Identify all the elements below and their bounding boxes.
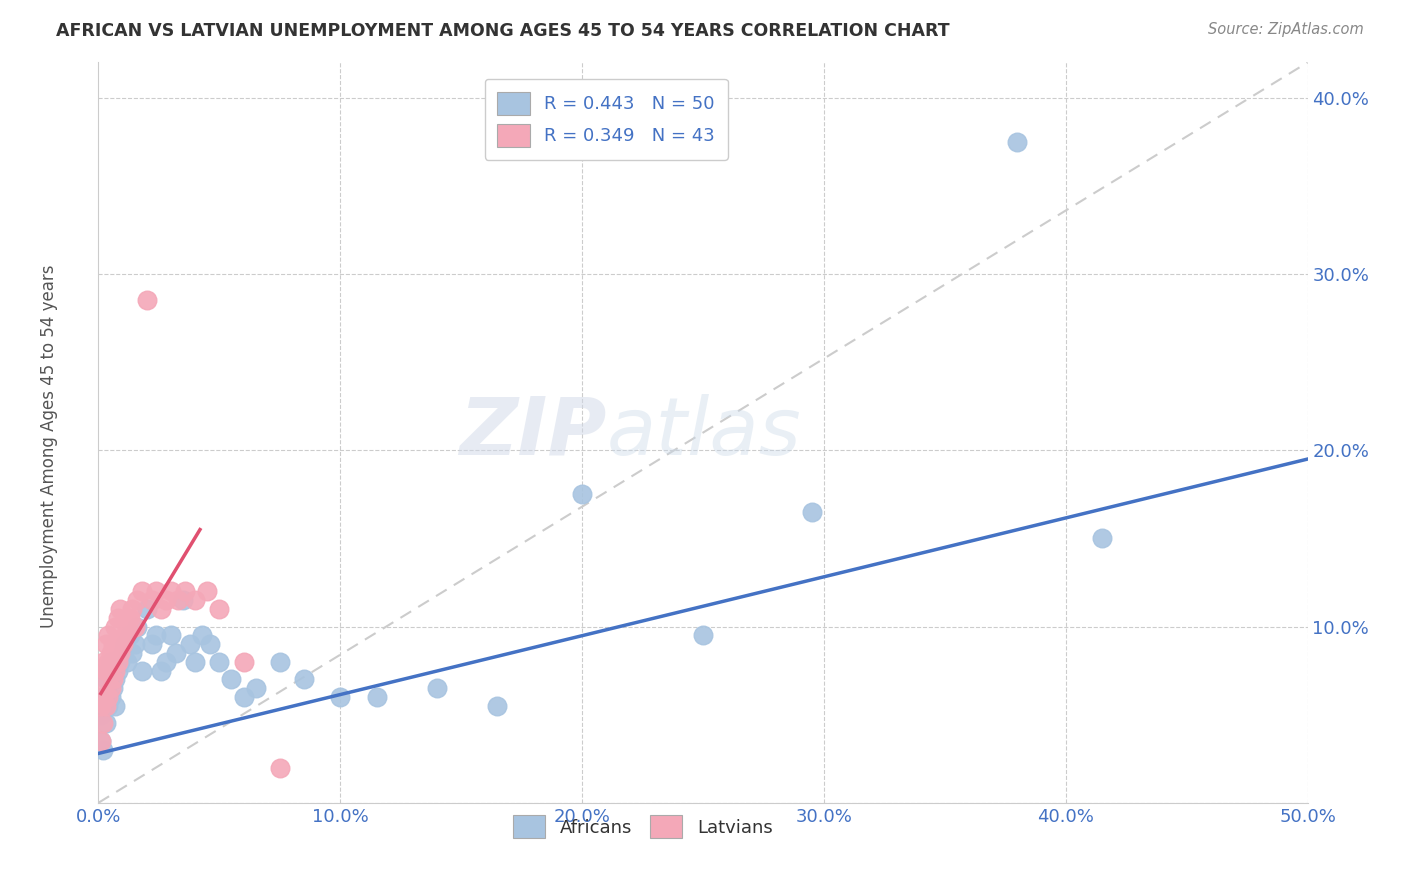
Point [100,646,122,660]
Point [90,707,112,722]
Point [94,637,117,651]
Point [117,655,139,669]
Point [172,593,194,607]
Point [208,602,231,616]
Point [91,655,114,669]
Point [692,628,714,642]
Point [184,655,207,669]
Point [127,593,149,607]
Point [97,628,120,642]
Text: AFRICAN VS LATVIAN UNEMPLOYMENT AMONG AGES 45 TO 54 YEARS CORRELATION CHART: AFRICAN VS LATVIAN UNEMPLOYMENT AMONG AG… [56,22,950,40]
Point [111,637,134,651]
Point [97,698,120,713]
Legend: Africans, Latvians: Africans, Latvians [505,808,780,846]
Point [135,293,157,308]
Point [145,584,167,599]
Text: ZIP: ZIP [458,393,606,472]
Point [366,690,388,704]
Point [91,690,114,704]
Point [160,628,183,642]
Point [160,584,183,599]
Point [486,698,509,713]
Point [91,716,114,731]
Point [104,698,127,713]
Point [104,673,127,687]
Text: Source: ZipAtlas.com: Source: ZipAtlas.com [1208,22,1364,37]
Point [800,505,823,519]
Point [127,619,149,633]
Point [107,664,129,678]
Point [100,681,122,696]
Point [155,655,177,669]
Point [269,760,291,774]
Point [97,664,120,678]
Point [145,628,167,642]
Point [108,602,131,616]
Point [90,698,112,713]
Point [121,646,143,660]
Point [174,584,197,599]
Point [94,673,117,687]
Text: atlas: atlas [606,393,801,472]
Point [232,690,254,704]
Point [131,664,153,678]
Point [124,619,146,633]
Point [150,602,173,616]
Point [198,637,221,651]
Point [1091,532,1114,546]
Point [195,584,218,599]
Point [292,673,315,687]
Point [97,690,120,704]
Point [108,655,131,669]
Point [191,628,214,642]
Point [131,584,153,599]
Point [221,673,243,687]
Point [107,655,129,669]
Text: Unemployment Among Ages 45 to 54 years: Unemployment Among Ages 45 to 54 years [41,264,58,628]
Point [124,637,146,651]
Point [91,690,114,704]
Point [101,681,124,696]
Point [165,646,187,660]
Point [121,602,143,616]
Point [269,655,291,669]
Point [117,619,139,633]
Point [111,646,134,660]
Point [184,593,207,607]
Point [107,610,129,624]
Point [108,646,131,660]
Point [114,628,136,642]
Point [150,664,173,678]
Point [118,628,141,642]
Point [135,602,157,616]
Point [329,690,352,704]
Point [118,610,141,624]
Point [141,593,163,607]
Point [94,716,117,731]
Point [208,655,231,669]
Point [104,664,127,678]
Point [155,593,177,607]
Point [97,655,120,669]
Point [91,743,114,757]
Point [571,487,593,501]
Point [94,664,117,678]
Point [101,637,124,651]
Point [100,655,122,669]
Point [141,637,163,651]
Point [167,593,190,607]
Point [100,690,122,704]
Point [179,637,201,651]
Point [90,734,112,748]
Point [101,673,124,687]
Point [245,681,267,696]
Point [114,637,136,651]
Point [426,681,449,696]
Point [94,698,117,713]
Point [1007,135,1029,149]
Point [90,673,112,687]
Point [104,619,127,633]
Point [232,655,254,669]
Point [90,734,112,748]
